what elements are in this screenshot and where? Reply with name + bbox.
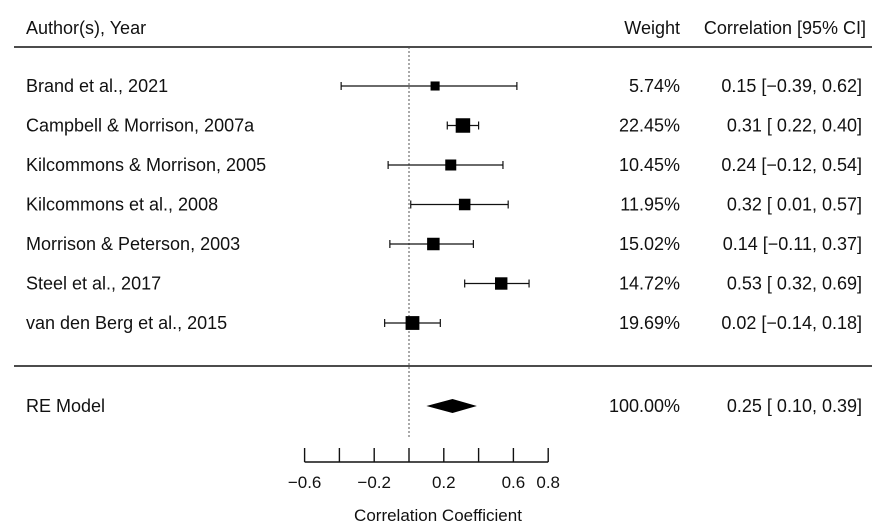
study-ci: 0.02 [−0.14, 0.18] <box>721 313 862 333</box>
study-weight: 5.74% <box>629 76 680 96</box>
study-ci: 0.53 [ 0.32, 0.69] <box>727 274 862 294</box>
x-axis-label: Correlation Coefficient <box>354 506 522 525</box>
study-row: Morrison & Peterson, 2003 15.02% 0.14 [−0.… <box>26 234 862 254</box>
summary-diamond <box>426 399 477 413</box>
estimate-square <box>405 316 420 330</box>
axis-tick-label: 0.6 <box>502 473 526 492</box>
study-row: Brand et al., 2021 5.74% 0.15 [−0.39, 0.62… <box>26 76 862 96</box>
study-row: van den Berg et al., 2015 19.69% 0.02 [−0.… <box>26 313 862 333</box>
study-weight: 22.45% <box>619 116 680 136</box>
axis-tick-label: 0.2 <box>432 473 456 492</box>
axis-tick-label: −0.2 <box>357 473 391 492</box>
study-row: Steel et al., 2017 14.72% 0.53 [ 0.32, 0.6… <box>26 274 862 294</box>
study-label: Campbell & Morrison, 2007a <box>26 116 255 136</box>
x-axis: −0.6 −0.2 0.2 0.6 0.8 <box>288 448 560 492</box>
estimate-square <box>445 159 457 171</box>
study-ci: 0.24 [−0.12, 0.54] <box>721 155 862 175</box>
estimate-square <box>458 198 471 211</box>
summary-weight: 100.00% <box>609 396 680 416</box>
study-weight: 14.72% <box>619 274 680 294</box>
study-label: Kilcommons & Morrison, 2005 <box>26 155 266 175</box>
study-weight: 11.95% <box>620 195 680 215</box>
summary-ci: 0.25 [ 0.10, 0.39] <box>727 396 862 416</box>
summary-row: RE Model 100.00% 0.25 [ 0.10, 0.39] <box>26 396 862 416</box>
study-label: Kilcommons et al., 2008 <box>26 195 218 215</box>
summary-label: RE Model <box>26 396 105 416</box>
study-ci: 0.31 [ 0.22, 0.40] <box>727 116 862 136</box>
estimate-square <box>495 277 508 290</box>
study-ci: 0.15 [−0.39, 0.62] <box>721 76 862 96</box>
estimate-square <box>455 118 471 133</box>
header-weight: Weight <box>624 18 680 38</box>
axis-tick-label: 0.8 <box>536 473 560 492</box>
study-weight: 10.45% <box>619 155 680 175</box>
header-ci: Correlation [95% CI] <box>704 18 866 38</box>
study-row: Kilcommons & Morrison, 2005 10.45% 0.24 [−… <box>26 155 862 175</box>
study-rows: Brand et al., 2021 5.74% 0.15 [−0.39, 0.62… <box>26 76 862 333</box>
header-author: Author(s), Year <box>26 18 146 38</box>
estimate-square <box>427 237 440 251</box>
estimate-square <box>430 81 440 91</box>
study-row: Kilcommons et al., 2008 11.95% 0.32 [ 0.01… <box>26 195 862 215</box>
axis-tick-label: −0.6 <box>288 473 322 492</box>
study-row: Campbell & Morrison, 2007a 22.45% 0.31 [ 0… <box>26 116 862 136</box>
study-ci: 0.32 [ 0.01, 0.57] <box>727 195 862 215</box>
study-weight: 19.69% <box>619 313 680 333</box>
study-label: Brand et al., 2021 <box>26 76 168 96</box>
study-ci: 0.14 [−0.11, 0.37] <box>723 234 862 254</box>
study-label: Steel et al., 2017 <box>26 274 161 294</box>
study-label: van den Berg et al., 2015 <box>26 313 227 333</box>
study-label: Morrison & Peterson, 2003 <box>26 234 240 254</box>
study-weight: 15.02% <box>619 234 680 254</box>
